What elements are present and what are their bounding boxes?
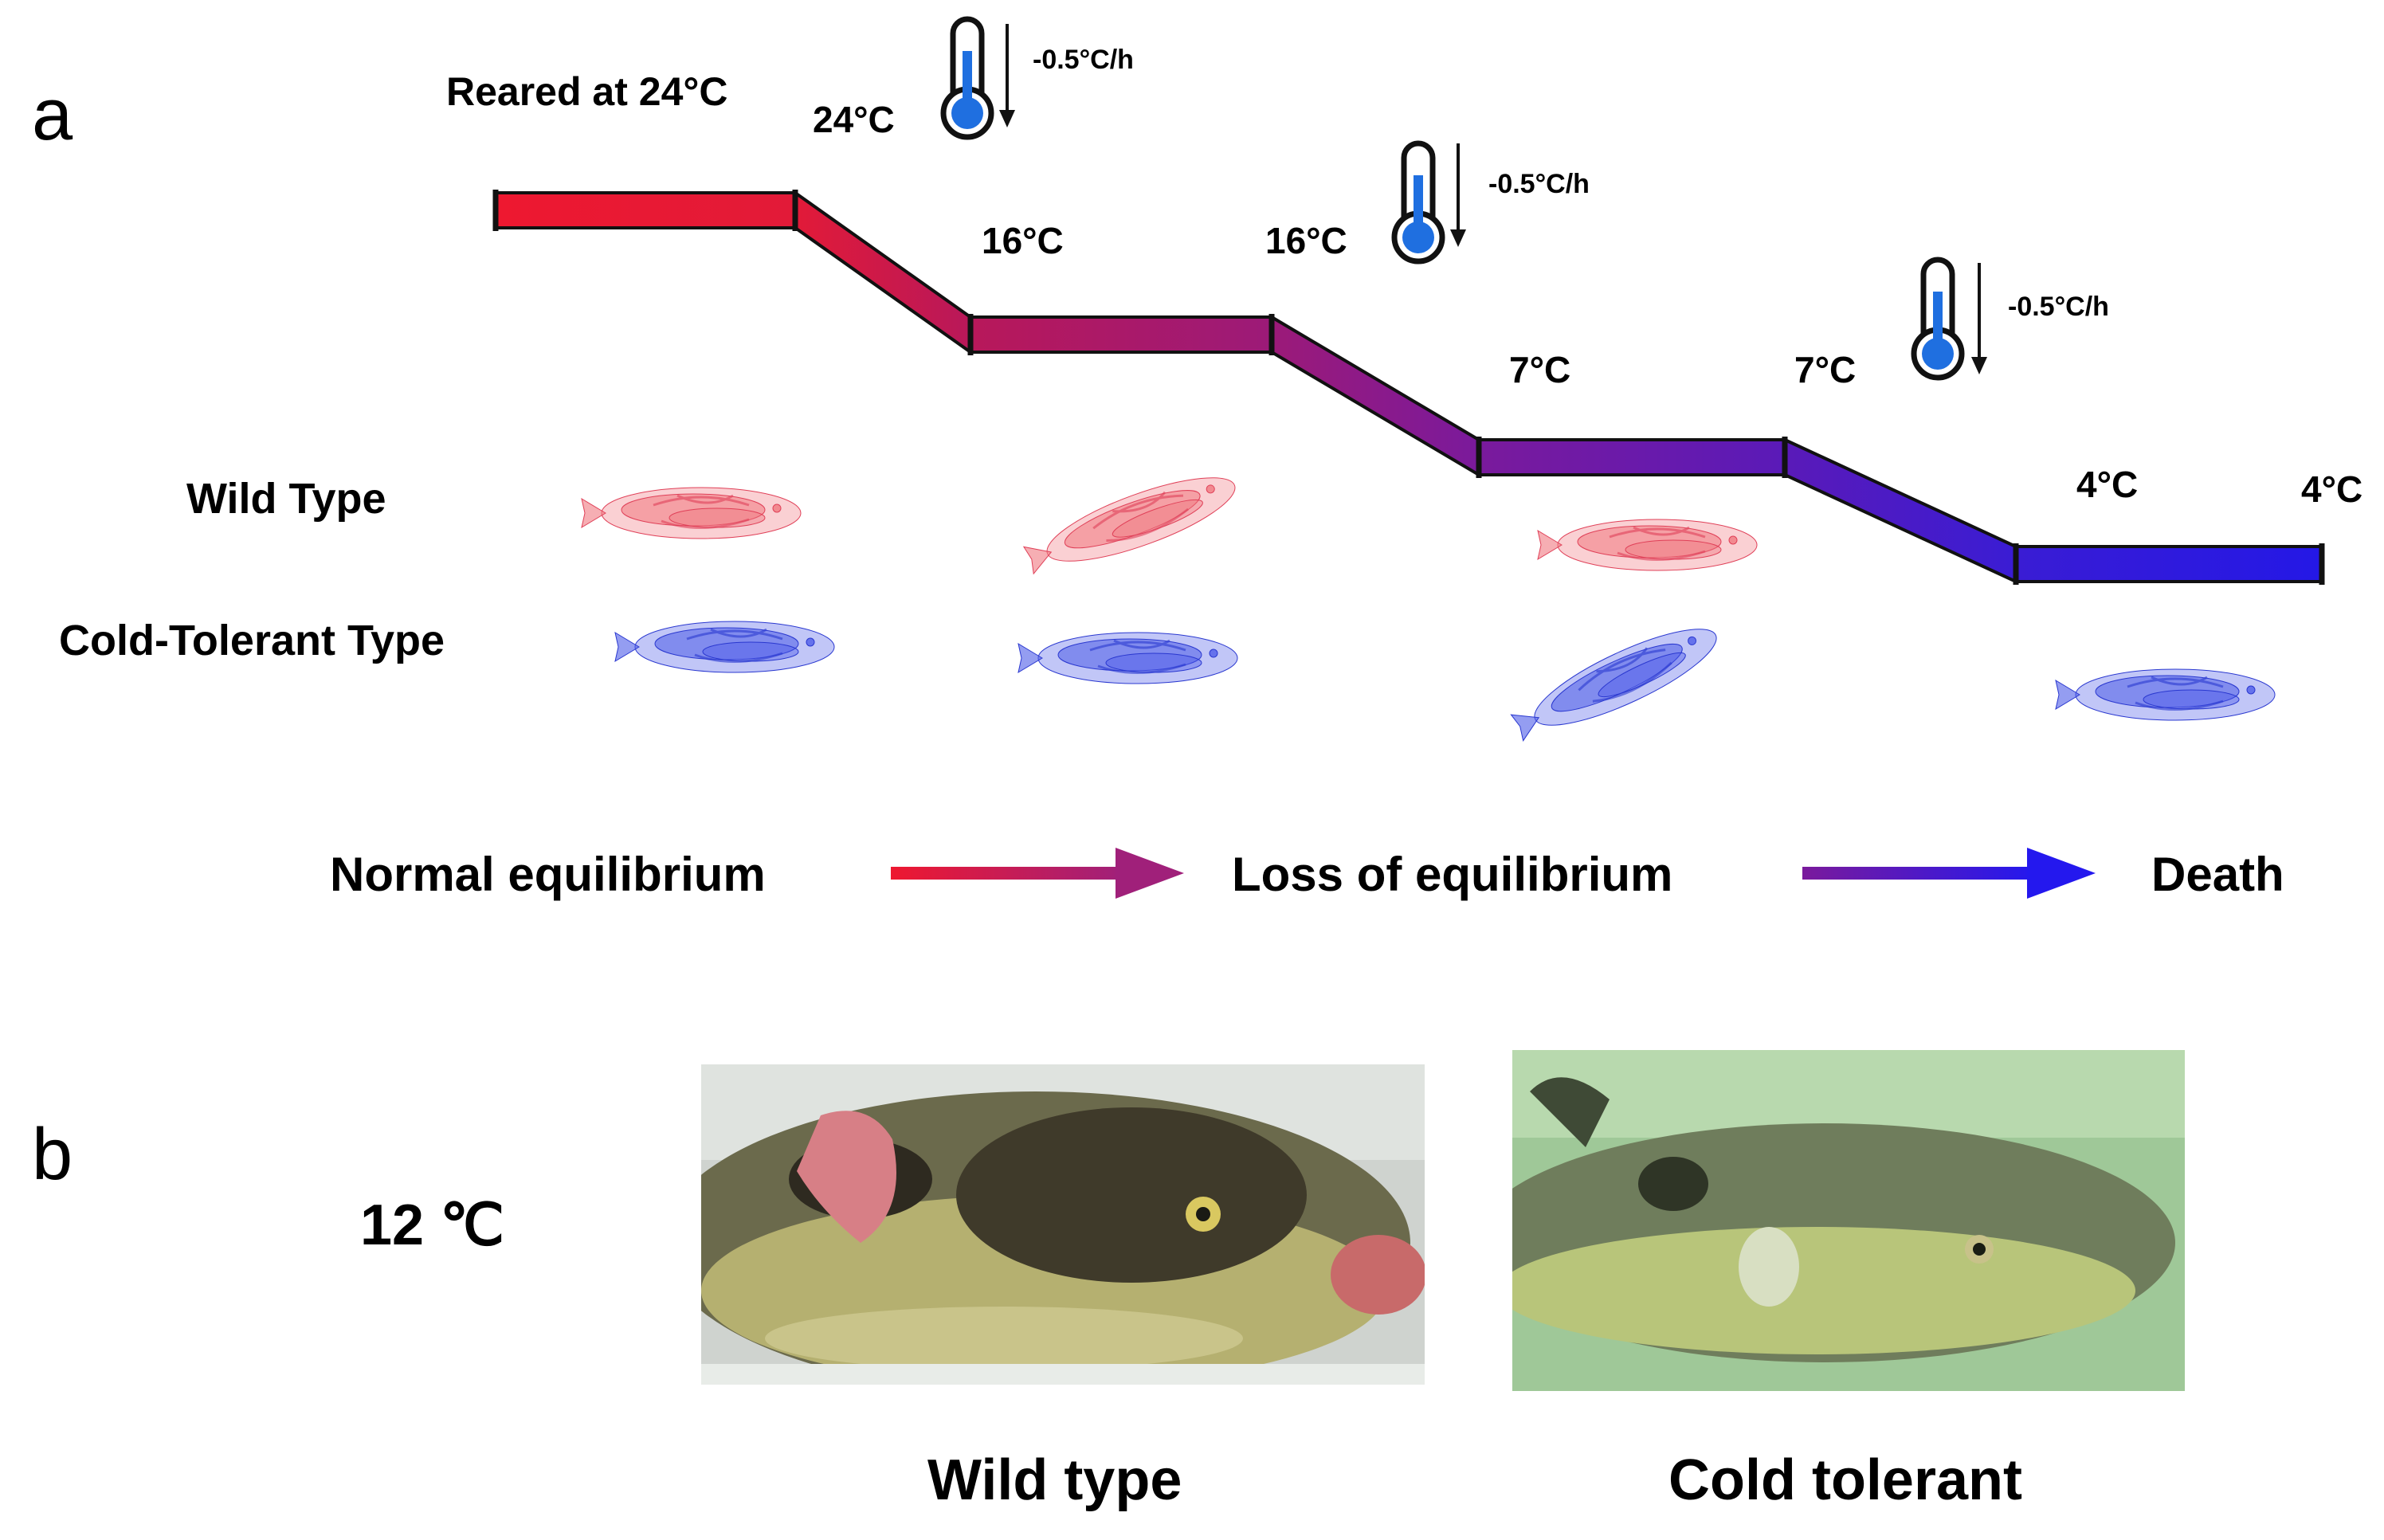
fish-cold-1	[614, 620, 836, 674]
thermometer-icon	[1914, 260, 1962, 378]
panel-a-letter: a	[32, 74, 73, 155]
temp-label-2: 16°C	[982, 220, 1064, 261]
legend-normal: Normal equilibrium	[330, 848, 766, 901]
rate-label-3: -0.5°C/h	[2008, 292, 2109, 322]
row-label-wild: Wild Type	[186, 475, 386, 523]
reared-label: Reared at 24°C	[446, 69, 728, 114]
rate-arrow	[999, 24, 1015, 127]
fish-wild-3	[1536, 518, 1759, 572]
thermometer-icon	[1394, 143, 1442, 261]
step-4c	[2014, 545, 2323, 583]
panel-b-letter: b	[32, 1114, 73, 1195]
temperature-profile	[492, 190, 2325, 585]
temp-label-5: 7°C	[1794, 349, 1856, 390]
row-label-cold: Cold-Tolerant Type	[59, 617, 445, 664]
thermometer-icon	[943, 19, 991, 137]
ramp-16-7	[1270, 314, 1480, 478]
temp-label-3: 16°C	[1265, 220, 1347, 261]
step-24c	[494, 191, 797, 229]
fish-cold-4	[2054, 668, 2276, 722]
rate-label-1: -0.5°C/h	[1033, 45, 1134, 75]
fish-cold-2	[1017, 631, 1239, 685]
rate-arrow	[1450, 143, 1466, 247]
fish-cold-3	[1505, 610, 1728, 752]
fish-wild-1	[580, 486, 802, 540]
step-16c	[969, 315, 1273, 354]
rate-arrow	[1971, 263, 1987, 374]
temp-label-4: 7°C	[1509, 349, 1570, 390]
legend-death: Death	[2151, 848, 2284, 901]
fish-wild-2	[1018, 460, 1245, 586]
ramp-24-16	[794, 190, 972, 355]
caption-cold: Cold tolerant	[1668, 1448, 2022, 1512]
photo-cold-tolerant	[1512, 1050, 2185, 1391]
legend-loss: Loss of equilibrium	[1232, 848, 1672, 901]
step-7c	[1477, 438, 1786, 476]
photo-wild-type	[701, 1064, 1425, 1385]
legend-arrow-1	[891, 848, 1184, 899]
panel-b-temp: 12 ℃	[360, 1193, 504, 1257]
temp-label-6: 4°C	[2076, 464, 2138, 505]
temp-label-1: 24°C	[813, 99, 895, 140]
rate-label-2: -0.5°C/h	[1488, 169, 1590, 199]
legend-arrow-2	[1802, 848, 2096, 899]
caption-wild: Wild type	[927, 1448, 1182, 1512]
temp-label-7: 4°C	[2301, 468, 2362, 510]
ramp-7-4	[1783, 437, 2017, 585]
